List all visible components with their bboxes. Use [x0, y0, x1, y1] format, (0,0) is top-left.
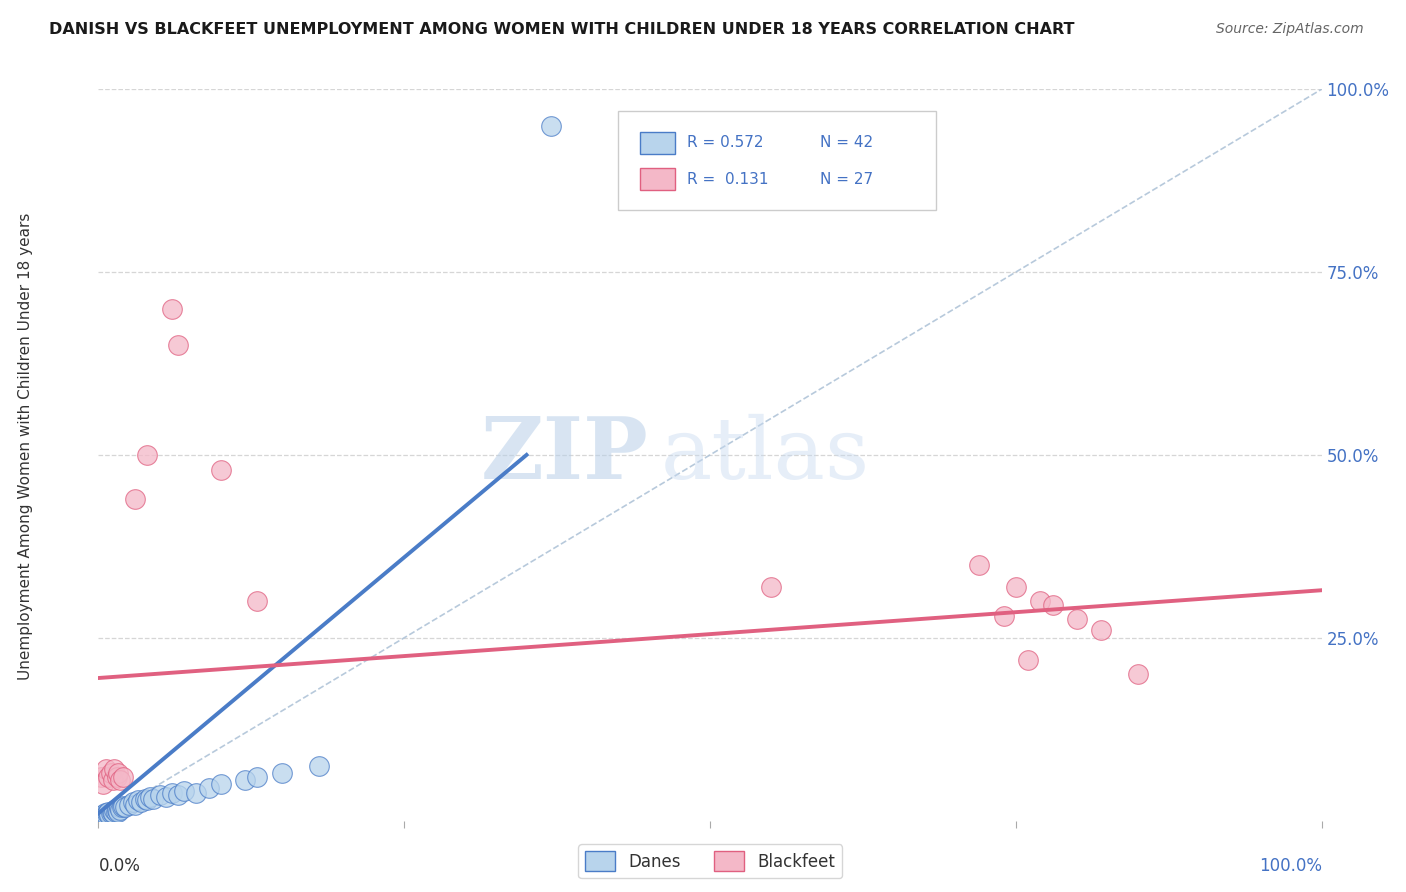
Text: Source: ZipAtlas.com: Source: ZipAtlas.com: [1216, 22, 1364, 37]
Point: [1066, 613, 1088, 627]
Point: [186, 786, 208, 800]
Legend: Danes, Blackfeet: Danes, Blackfeet: [578, 845, 842, 878]
Point: [101, 773, 124, 788]
Point: [167, 788, 190, 802]
Text: R =  0.131: R = 0.131: [686, 171, 768, 186]
Text: ZIP: ZIP: [481, 413, 648, 497]
Point: [91, 809, 114, 823]
Point: [90, 770, 112, 784]
Point: [124, 797, 146, 812]
Point: [173, 784, 195, 798]
Text: R = 0.572: R = 0.572: [686, 135, 763, 150]
Point: [96, 806, 118, 821]
Point: [129, 796, 152, 810]
Point: [107, 805, 129, 819]
Point: [101, 805, 124, 819]
Point: [124, 491, 146, 506]
Point: [246, 770, 269, 784]
Point: [105, 770, 128, 784]
Point: [993, 608, 1015, 623]
Point: [111, 799, 134, 814]
Point: [97, 770, 120, 784]
Point: [155, 790, 177, 805]
Point: [110, 803, 132, 817]
Point: [233, 773, 256, 788]
Text: Unemployment Among Women with Children Under 18 years: Unemployment Among Women with Children U…: [18, 212, 32, 680]
Point: [136, 793, 159, 807]
Point: [97, 805, 120, 819]
Point: [100, 806, 122, 821]
Point: [101, 806, 124, 821]
Point: [111, 770, 134, 784]
Point: [160, 786, 183, 800]
Point: [209, 777, 232, 791]
Point: [94, 763, 117, 777]
FancyBboxPatch shape: [640, 169, 675, 190]
Point: [114, 800, 136, 814]
Point: [93, 806, 115, 821]
Point: [142, 791, 165, 805]
FancyBboxPatch shape: [640, 132, 675, 153]
Point: [118, 797, 141, 812]
Point: [197, 780, 219, 795]
Point: [149, 788, 172, 802]
Text: 0.0%: 0.0%: [98, 857, 141, 875]
Text: 100.0%: 100.0%: [1258, 857, 1322, 875]
Point: [91, 807, 114, 822]
Point: [121, 796, 143, 810]
Point: [94, 807, 117, 822]
FancyBboxPatch shape: [619, 112, 936, 210]
Point: [540, 119, 562, 133]
Point: [308, 758, 330, 772]
Point: [90, 810, 112, 824]
Point: [136, 448, 159, 462]
Point: [111, 800, 134, 814]
Point: [127, 793, 149, 807]
Point: [1029, 594, 1052, 608]
Point: [134, 791, 156, 805]
Point: [103, 803, 125, 817]
Point: [98, 807, 121, 822]
Point: [1004, 580, 1026, 594]
Text: DANISH VS BLACKFEET UNEMPLOYMENT AMONG WOMEN WITH CHILDREN UNDER 18 YEARS CORREL: DANISH VS BLACKFEET UNEMPLOYMENT AMONG W…: [49, 22, 1074, 37]
Point: [270, 766, 294, 780]
Point: [110, 773, 132, 788]
Point: [1128, 667, 1150, 681]
Text: N = 27: N = 27: [820, 171, 873, 186]
Point: [246, 594, 269, 608]
Point: [91, 777, 114, 791]
Point: [107, 766, 129, 780]
Point: [1042, 598, 1064, 612]
Point: [1090, 624, 1112, 638]
Point: [103, 763, 125, 777]
Point: [100, 766, 122, 780]
Point: [108, 800, 131, 814]
Text: N = 42: N = 42: [820, 135, 873, 150]
Point: [967, 558, 990, 572]
Point: [761, 580, 783, 594]
Point: [139, 790, 162, 805]
Point: [105, 803, 128, 817]
Text: atlas: atlas: [661, 413, 870, 497]
Point: [167, 338, 190, 352]
Point: [104, 805, 127, 819]
Point: [1017, 653, 1039, 667]
Point: [160, 301, 183, 316]
Point: [209, 462, 232, 476]
